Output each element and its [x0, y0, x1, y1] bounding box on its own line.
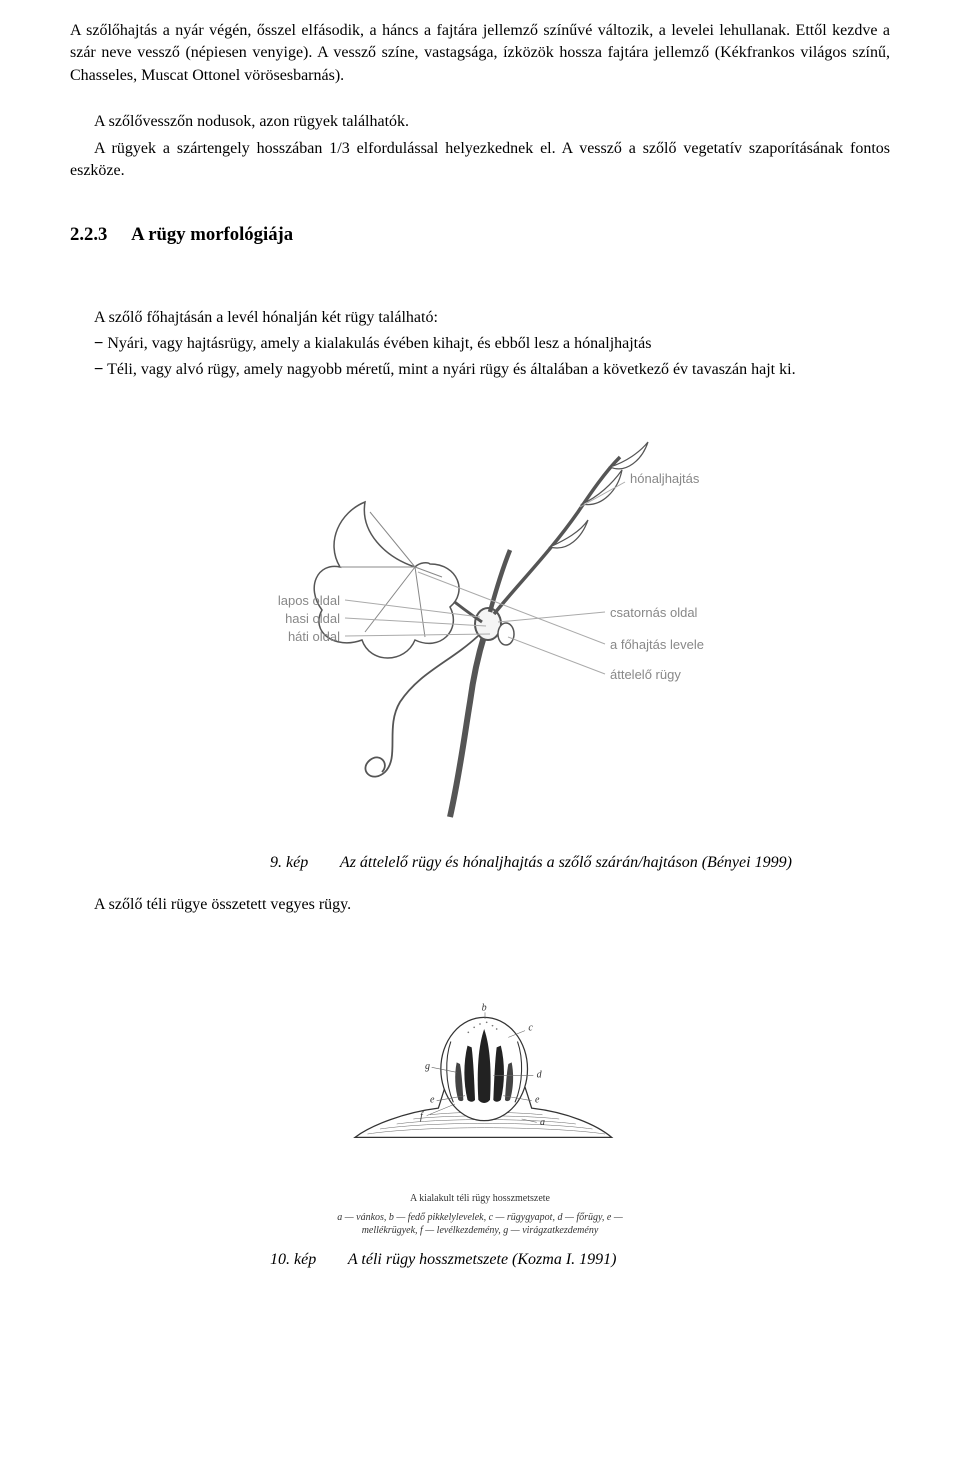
figure-2-svg: a b c d e e f g	[290, 979, 670, 1179]
svg-text:a: a	[540, 1116, 545, 1127]
paragraph-4: A szőlő téli rügye összetett vegyes rügy…	[70, 894, 890, 916]
svg-text:d: d	[537, 1069, 543, 1080]
caption-1-text: Az áttelelő rügy és hónaljhajtás a szőlő…	[340, 854, 792, 871]
caption-2-text: A téli rügy hosszmetszete (Kozma I. 1991…	[348, 1251, 617, 1268]
fig1-label-lapos-oldal: lapos oldal	[250, 592, 340, 610]
fig1-label-csatornas-oldal: csatornás oldal	[610, 604, 697, 622]
paragraph-3: A rügyek a szártengely hosszában 1/3 elf…	[70, 138, 890, 183]
figure-2: a b c d e e f g A kialakult téli rü	[290, 979, 670, 1219]
fig1-label-fohajtas-levele: a főhajtás levele	[610, 636, 704, 654]
list-text-1: Nyári, vagy hajtásrügy, amely a kialakul…	[107, 335, 651, 352]
fig1-label-attelelo-rugy: áttelelő rügy	[610, 666, 681, 684]
figure-2-subcaption-title: A kialakult téli rügy hosszmetszete	[290, 1192, 670, 1205]
svg-text:e: e	[535, 1094, 540, 1105]
fig1-label-hasi-oldal: hasi oldal	[250, 610, 340, 628]
caption-1: 9. kép Az áttelelő rügy és hónaljhajtás …	[70, 852, 890, 874]
fig1-label-hati-oldal: háti oldal	[250, 628, 340, 646]
section-number: 2.2.3	[70, 222, 107, 248]
fig1-label-honaljhajtas: hónaljhajtás	[630, 470, 699, 488]
caption-2-label: 10. kép	[270, 1249, 316, 1271]
list-item-1: − Nyári, vagy hajtásrügy, amely a kialak…	[70, 333, 890, 355]
caption-1-label: 9. kép	[270, 852, 308, 874]
paragraph-1: A szőlőhajtás a nyár végén, ősszel elfás…	[70, 20, 890, 87]
caption-2: 10. kép A téli rügy hosszmetszete (Kozma…	[70, 1249, 890, 1271]
figure-1: lapos oldal hasi oldal háti oldal hónalj…	[210, 412, 750, 822]
section-title: A rügy morfológiája	[131, 224, 293, 245]
list-marker: −	[94, 335, 103, 352]
list-item-2: − Téli, vagy alvó rügy, amely nagyobb mé…	[70, 359, 890, 381]
svg-text:e: e	[430, 1094, 435, 1105]
figure-1-container: lapos oldal hasi oldal háti oldal hónalj…	[70, 412, 890, 822]
svg-text:g: g	[425, 1061, 430, 1072]
spacer	[70, 921, 890, 949]
svg-text:c: c	[528, 1022, 533, 1033]
list-marker: −	[94, 361, 103, 378]
paragraph-2: A szőlővesszőn nodusok, azon rügyek talá…	[70, 111, 890, 133]
section-heading: 2.2.3 A rügy morfológiája	[70, 222, 890, 248]
figure-2-subcaption-legend: a — vánkos, b — fedő pikkelylevelek, c —…	[290, 1211, 670, 1237]
spacer	[70, 91, 890, 111]
paragraph-intro: A szőlő főhajtásán a levél hónalján két …	[70, 307, 890, 329]
figure-2-container: a b c d e e f g A kialakult téli rü	[70, 979, 890, 1219]
svg-text:b: b	[482, 1002, 487, 1013]
list-text-2: Téli, vagy alvó rügy, amely nagyobb mére…	[107, 361, 796, 378]
spacer	[70, 279, 890, 307]
